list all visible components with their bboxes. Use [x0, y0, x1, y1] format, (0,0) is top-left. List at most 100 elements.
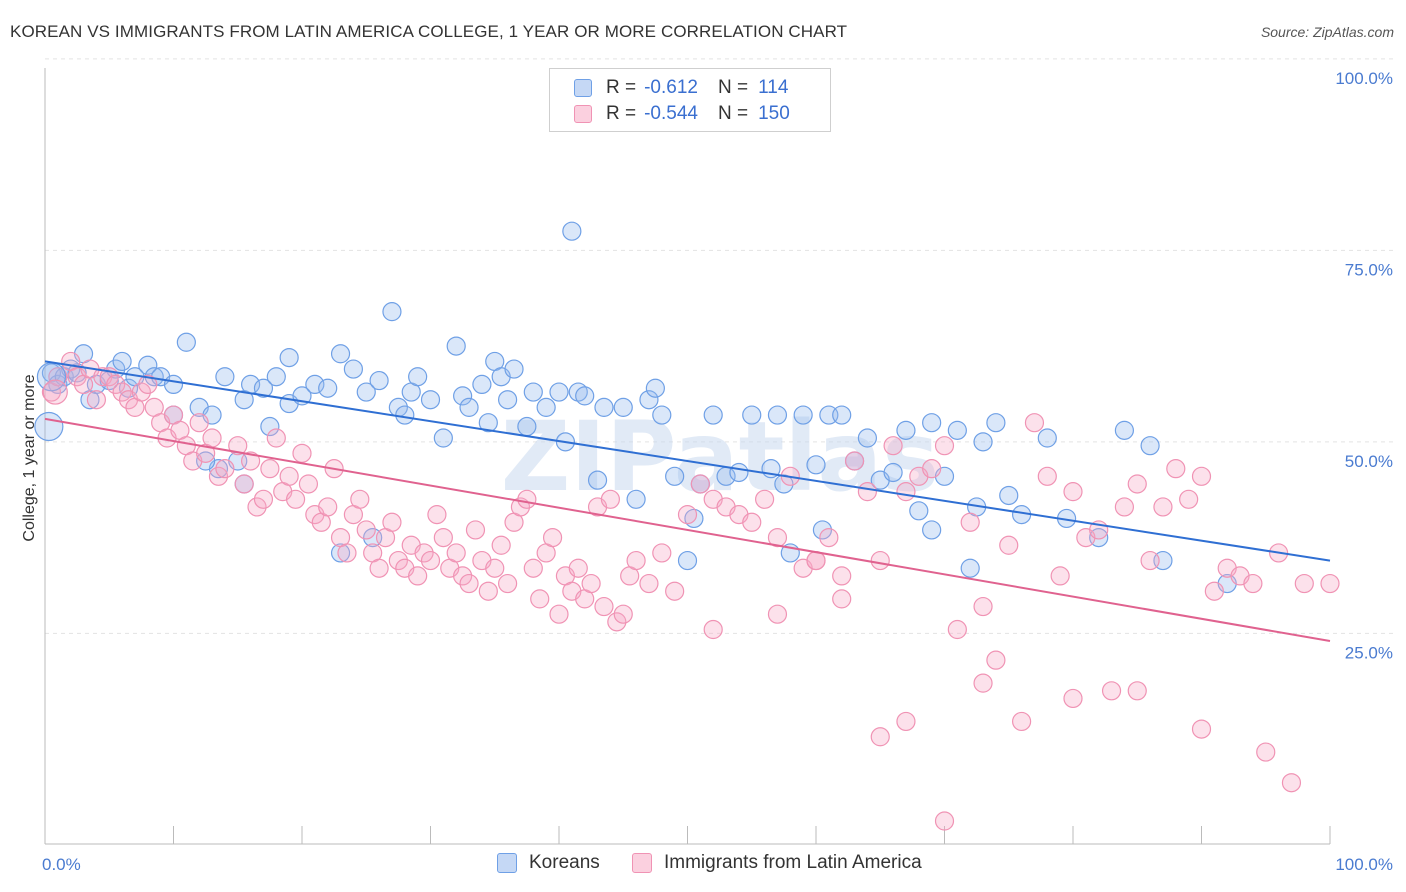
point-latin-america: [973, 673, 993, 693]
point-koreans: [453, 386, 473, 406]
point-koreans: [652, 405, 672, 425]
point-koreans: [369, 370, 389, 391]
point-koreans: [279, 347, 299, 368]
point-koreans: [1037, 428, 1057, 448]
point-latin-america: [1166, 459, 1186, 479]
point-latin-america: [986, 650, 1006, 670]
point-koreans: [575, 386, 595, 406]
point-latin-america: [1320, 573, 1340, 594]
point-latin-america: [228, 436, 248, 456]
point-koreans: [478, 413, 498, 433]
swatch-latin-america: [574, 105, 592, 123]
legend-item-latin-america: Immigrants from Latin America: [632, 852, 922, 874]
legend-label-koreans: Koreans: [529, 852, 600, 873]
point-koreans: [922, 520, 942, 540]
point-koreans: [215, 367, 235, 387]
point-koreans: [318, 378, 338, 398]
point-koreans: [356, 382, 376, 402]
point-latin-america: [1204, 581, 1224, 601]
point-latin-america: [1063, 482, 1083, 502]
y-tick-label: 25.0%: [1345, 644, 1393, 663]
point-latin-america: [48, 367, 68, 387]
r-value: -0.544: [644, 103, 698, 124]
point-koreans: [703, 405, 723, 425]
point-koreans: [343, 359, 363, 379]
axes: [44, 68, 1331, 845]
legend-item-koreans: Koreans: [497, 852, 600, 874]
chart-title: KOREAN VS IMMIGRANTS FROM LATIN AMERICA …: [10, 22, 848, 41]
point-latin-america: [947, 619, 967, 640]
point-koreans: [986, 413, 1006, 433]
point-latin-america: [690, 474, 710, 494]
point-latin-america: [234, 474, 254, 494]
point-latin-america: [446, 543, 466, 563]
y-axis-label: College, 1 year or more: [21, 374, 38, 541]
point-latin-america: [1114, 497, 1135, 517]
stats-row-koreans: R = -0.612 N = 114: [574, 76, 788, 100]
point-latin-america: [138, 374, 158, 394]
point-koreans: [793, 405, 813, 425]
point-latin-america: [279, 466, 299, 486]
point-latin-america: [665, 581, 685, 601]
point-latin-america: [1243, 573, 1263, 594]
point-latin-america: [677, 505, 698, 525]
point-koreans: [806, 455, 826, 475]
point-koreans: [594, 397, 614, 417]
point-latin-america: [1127, 681, 1147, 701]
point-latin-america: [1127, 474, 1147, 494]
y-tick-label: 75.0%: [1345, 261, 1393, 280]
point-koreans: [922, 413, 942, 433]
point-koreans: [767, 405, 788, 425]
y-tick-labels: 100.0% 75.0% 50.0% 25.0%: [1335, 69, 1393, 663]
point-koreans: [947, 420, 967, 440]
point-latin-america: [542, 527, 563, 548]
point-latin-america: [131, 382, 151, 402]
point-latin-america: [208, 466, 229, 486]
point-latin-america: [568, 558, 588, 578]
point-latin-america: [767, 527, 788, 548]
n-label: N =: [717, 77, 749, 98]
point-latin-america: [1191, 719, 1212, 739]
point-latin-america: [253, 489, 274, 509]
point-latin-america: [1179, 489, 1199, 509]
point-latin-america: [1037, 466, 1057, 486]
point-latin-america: [594, 596, 614, 617]
point-koreans: [665, 466, 685, 486]
point-koreans: [433, 428, 453, 448]
point-latin-america: [478, 581, 498, 601]
point-latin-america: [485, 558, 505, 578]
point-koreans: [305, 374, 325, 394]
point-latin-america: [549, 604, 569, 624]
point-latin-america: [298, 474, 319, 494]
point-koreans: [517, 416, 537, 437]
point-latin-america: [42, 379, 68, 405]
x-tick-label: 0.0%: [42, 855, 81, 874]
r-value: -0.612: [644, 77, 698, 98]
point-latin-america: [1101, 681, 1122, 701]
point-koreans: [909, 501, 929, 521]
point-koreans: [163, 374, 184, 394]
point-latin-america: [337, 543, 357, 563]
point-koreans: [420, 390, 441, 410]
point-latin-america: [260, 459, 280, 479]
point-latin-america: [1191, 466, 1212, 486]
point-latin-america: [1024, 413, 1045, 433]
point-latin-america: [844, 451, 865, 471]
point-latin-america: [408, 566, 428, 586]
point-latin-america: [530, 589, 550, 609]
point-latin-america: [202, 428, 222, 448]
point-koreans: [498, 390, 518, 410]
point-koreans: [523, 382, 543, 402]
point-latin-america: [1063, 688, 1083, 709]
point-koreans: [549, 382, 569, 402]
point-latin-america: [896, 482, 916, 502]
point-koreans: [742, 405, 762, 425]
trend-line-koreans: [44, 360, 1331, 562]
legend-swatch-koreans: [497, 853, 517, 873]
point-koreans: [536, 397, 556, 417]
point-latin-america: [491, 535, 511, 555]
point-latin-america: [498, 573, 518, 594]
point-latin-america: [973, 596, 993, 617]
point-latin-america: [767, 604, 788, 624]
point-koreans: [677, 550, 698, 571]
